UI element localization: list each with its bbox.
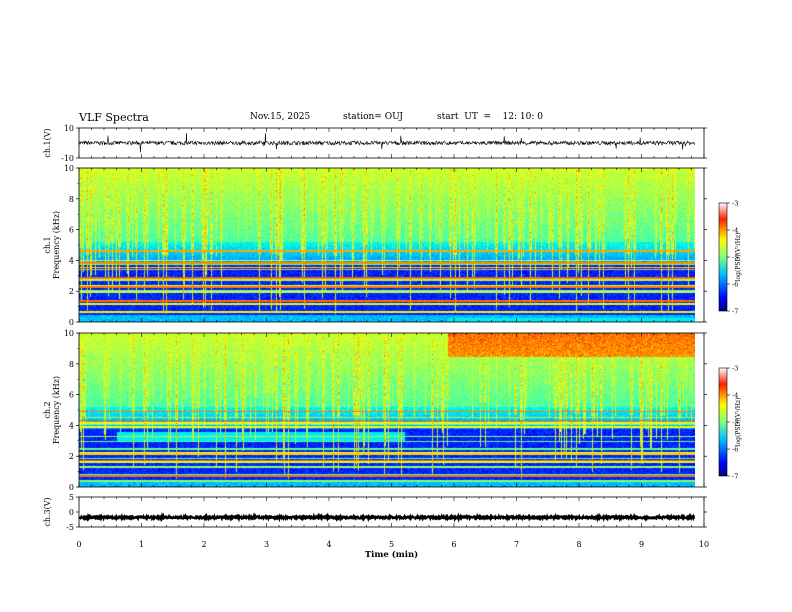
y-tick-label: 4: [69, 256, 74, 265]
panel-frame: [78, 496, 705, 528]
ch1-spectrogram-image: [79, 168, 695, 322]
y-tick-label: 10: [64, 329, 74, 338]
colorbar-scale: [718, 367, 728, 477]
y-axis-label: ch.2: [43, 401, 52, 418]
start-time-label: start UT = 12: 10: 0: [437, 112, 543, 122]
figure-title: VLF Spectra: [79, 111, 149, 124]
y-tick-label: 4: [69, 421, 74, 430]
y-axis-label: Frequency (kHz): [52, 376, 61, 444]
x-tick-label: 5: [389, 540, 394, 549]
colorbar-tick-label: -6: [732, 446, 738, 454]
x-tick-label: 1: [139, 540, 144, 549]
y-tick-label: -5: [66, 523, 74, 532]
x-tick-label: 7: [514, 540, 519, 549]
ch1-waveform-trace: [78, 132, 695, 153]
ch2-spectrogram-image: [79, 333, 695, 487]
colorbar-scale: [718, 202, 728, 312]
ch1-waveform-axes: 10 -10 ch.1(V): [43, 124, 707, 163]
colorbar-label: log(PSD)(V²/Hz): [735, 398, 742, 447]
x-tick-label: 10: [699, 540, 709, 549]
ch2-spectrogram-axes: 0 2 4 6 8 10 ch.2 Frequency (kHz): [43, 329, 707, 492]
ch3-waveform-trace: [78, 511, 696, 523]
y-tick-label: 8: [69, 195, 74, 204]
colorbar-tick-label: -3: [732, 200, 738, 208]
colorbar-tick-label: -3: [732, 365, 738, 373]
x-axis-label: Time (min): [365, 549, 418, 560]
y-tick-label: 0: [69, 483, 74, 492]
y-tick-label: 0: [69, 318, 74, 327]
ch1-spectrogram: [79, 168, 695, 322]
y-axis-label: ch.3(V): [43, 497, 52, 526]
colorbar-tick-label: -6: [732, 281, 738, 289]
y-tick-label: 5: [69, 493, 74, 502]
x-tick-label: 8: [576, 540, 581, 549]
colorbar-tick-label: -7: [732, 308, 738, 316]
y-tick-label: -10: [61, 154, 74, 163]
ch1-spectrogram-axes: 0 2 4 6 8 10 ch.1 Frequency (kHz): [43, 164, 707, 327]
ch2-spectrogram: [79, 333, 695, 487]
y-axis-label: ch.1(V): [43, 128, 52, 157]
y-axis-label: ch.1: [43, 236, 52, 253]
colorbar-label: log(PSD)(V²/Hz): [735, 233, 742, 282]
x-tick-label: 4: [326, 540, 331, 549]
x-tick-label: 2: [201, 540, 206, 549]
y-tick-label: 6: [69, 226, 74, 235]
y-tick-label: 0: [69, 508, 74, 517]
colorbar-tick-label: -4: [732, 227, 738, 235]
colorbar-tick-label: -5: [732, 419, 738, 427]
x-tick-label: 6: [451, 540, 456, 549]
colorbar-tick-label: -7: [732, 473, 738, 481]
date-label: Nov.15, 2025: [250, 112, 311, 122]
colorbar-tick-label: -5: [732, 254, 738, 262]
y-tick-label: 10: [64, 124, 74, 133]
ch3-waveform-axes: 5 0 -5 ch.3(V): [43, 493, 707, 532]
x-tick-label: 9: [639, 540, 644, 549]
y-tick-label: 6: [69, 391, 74, 400]
y-tick-label: 10: [64, 164, 74, 173]
ch2-spectrogram-colorbar: -3 -4 -5 -6 -7 log(PSD)(V²/Hz): [718, 365, 742, 481]
y-tick-label: 8: [69, 360, 74, 369]
x-tick-label: 0: [76, 540, 81, 549]
station-label: station= OUJ: [343, 112, 404, 122]
ch3-waveform: [78, 511, 696, 523]
y-axis-label: Frequency (kHz): [52, 211, 61, 279]
x-tick-label: 3: [264, 540, 269, 549]
ch1-spectrogram-colorbar: -3 -4 -5 -6 -7 log(PSD)(V²/Hz): [718, 200, 742, 316]
colorbar-tick-label: -4: [732, 392, 738, 400]
y-tick-label: 2: [69, 452, 74, 461]
y-tick-label: 2: [69, 287, 74, 296]
ch1-waveform: [78, 132, 695, 153]
